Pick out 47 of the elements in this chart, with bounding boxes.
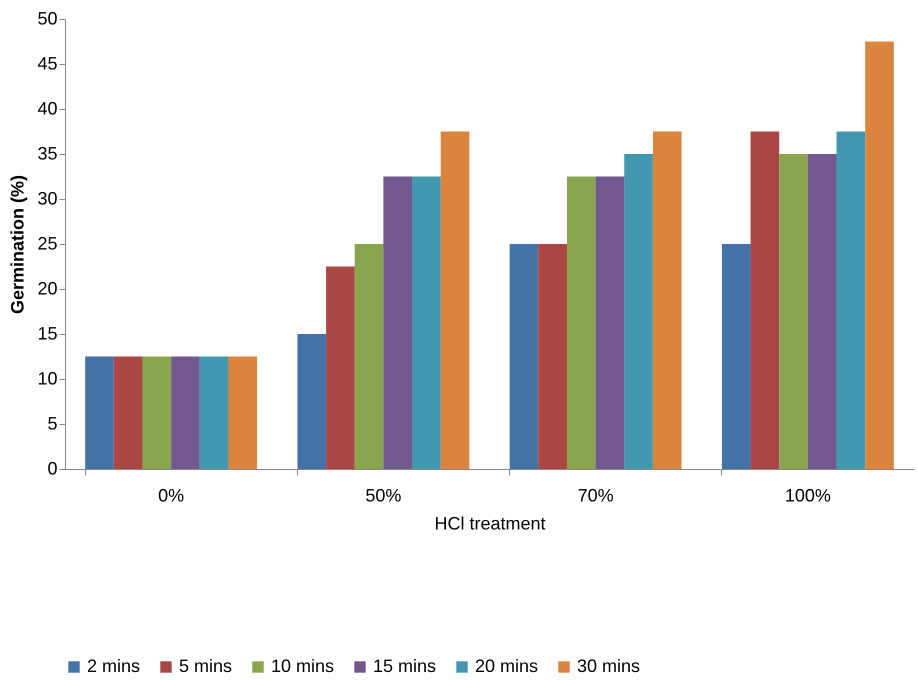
y-tick-label: 35 [37,144,58,164]
bar [596,176,624,469]
bar [538,244,567,469]
legend-label: 30 mins [577,656,640,676]
y-tick-label: 20 [37,278,58,298]
y-tick-label: 0 [47,458,58,478]
bar [200,356,228,469]
bar [383,176,412,469]
y-tick-label: 15 [37,324,58,344]
legend-label: 15 mins [373,656,436,676]
y-tick-label: 30 [37,188,58,208]
bar [779,154,808,469]
bar [566,176,596,469]
x-tick-label: 70% [578,486,614,506]
y-tick-label: 5 [47,414,58,434]
x-tick-label: 50% [365,486,402,506]
y-tick-label: 25 [37,234,58,254]
bar [652,132,682,469]
legend-label: 5 mins [179,656,232,676]
bar [865,42,894,469]
bar [326,266,355,469]
bar [85,356,114,469]
y-tick-label: 10 [37,368,58,388]
bar [114,356,142,469]
bar [440,132,470,469]
bar [624,154,653,469]
legend-label: 10 mins [271,656,334,676]
bar [297,334,326,469]
bar [750,132,780,469]
y-axis-title: Germination (%) [7,174,28,314]
bar [412,176,441,469]
x-tick-label: 100% [784,486,831,506]
x-axis-title: HCl treatment [434,514,546,534]
bar [171,356,200,469]
y-tick-label: 40 [37,98,58,118]
bar [142,356,172,469]
bar [510,244,538,469]
bar [808,154,837,469]
bar [722,244,751,469]
x-tick-label: 0% [158,486,184,506]
legend-label: 2 mins [87,656,140,676]
y-tick-label: 45 [37,54,58,74]
bar [354,244,384,469]
bar [228,356,258,469]
bar [836,132,866,469]
y-tick-label: 50 [37,8,58,28]
legend-label: 20 mins [475,656,538,676]
